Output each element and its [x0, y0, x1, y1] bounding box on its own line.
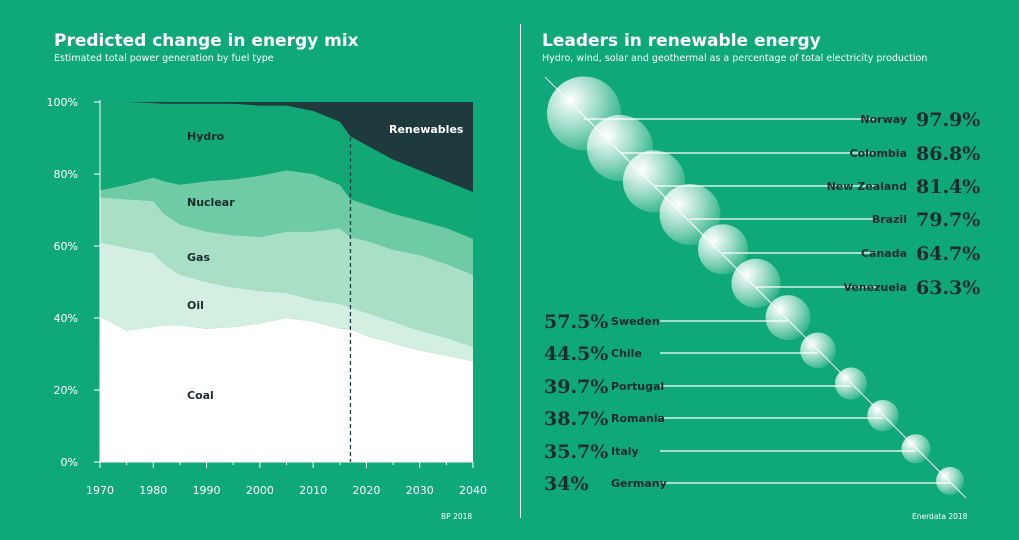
- country-label: Colombia: [850, 147, 908, 160]
- bubble-germany: [936, 466, 964, 495]
- x-tick-label: 1990: [193, 484, 221, 497]
- country-label: Italy: [611, 445, 639, 458]
- label-nuclear: Nuclear: [187, 196, 235, 209]
- renewables-leaders-source: Enerdata 2018: [912, 512, 968, 521]
- energy-mix-title: Predicted change in energy mix: [54, 31, 359, 51]
- bubble-chile: [800, 332, 836, 369]
- label-oil: Oil: [187, 299, 204, 312]
- energy-mix-source: BP 2018: [441, 512, 473, 521]
- y-tick-label: 40%: [54, 312, 78, 325]
- bubble-canada: [697, 224, 749, 275]
- bubble-portugal: [834, 367, 868, 400]
- value-label: 79.7%: [916, 209, 980, 231]
- country-label: Portugal: [611, 380, 664, 393]
- value-label: 39.7%: [544, 376, 608, 398]
- y-tick-label: 20%: [54, 384, 78, 397]
- y-tick-label: 0%: [61, 456, 78, 469]
- renewables-leaders-title: Leaders in renewable energy: [542, 31, 821, 51]
- value-label: 57.5%: [544, 311, 608, 333]
- country-label: Sweden: [611, 315, 660, 328]
- value-label: 44.5%: [544, 343, 608, 365]
- value-label: 63.3%: [916, 277, 980, 299]
- label-gas: Gas: [187, 251, 210, 264]
- area-oil: [100, 242, 473, 362]
- country-label: Canada: [861, 247, 907, 260]
- y-tick-label: 100%: [47, 96, 78, 109]
- label-coal: Coal: [187, 389, 214, 402]
- energy-mix-subtitle: Estimated total power generation by fuel…: [54, 53, 274, 64]
- area-coal: [100, 316, 473, 462]
- area-gas: [100, 197, 473, 347]
- x-tick-label: 2020: [352, 484, 380, 497]
- bubble-sweden: [765, 295, 811, 341]
- country-label: Romania: [611, 412, 665, 425]
- value-label: 64.7%: [916, 243, 980, 265]
- label-hydro: Hydro: [187, 130, 225, 143]
- area-hydro: [100, 102, 473, 239]
- x-tick-label: 1970: [86, 484, 114, 497]
- y-tick-label: 60%: [54, 240, 78, 253]
- x-tick-label: 2040: [459, 484, 487, 497]
- x-tick-label: 1980: [139, 484, 167, 497]
- bubble-romania: [867, 399, 899, 432]
- area-nuclear: [100, 170, 473, 275]
- country-label: New Zealand: [827, 180, 907, 193]
- value-label: 34%: [544, 473, 589, 495]
- value-label: 81.4%: [916, 176, 980, 198]
- bubble-italy: [901, 434, 931, 464]
- x-tick-label: 2030: [406, 484, 434, 497]
- value-label: 35.7%: [544, 441, 608, 463]
- x-tick-label: 2000: [246, 484, 274, 497]
- value-label: 38.7%: [544, 408, 608, 430]
- renewables-leaders-subtitle: Hydro, wind, solar and geothermal as a p…: [542, 53, 928, 64]
- panel-divider: [520, 24, 521, 518]
- country-label: Brazil: [872, 213, 907, 226]
- area-renewables: [100, 102, 473, 192]
- bubble-venezuela: [731, 258, 781, 308]
- bubble-brazil: [659, 183, 721, 245]
- label-renewables: Renewables: [389, 123, 464, 136]
- country-label: Germany: [611, 477, 667, 490]
- y-tick-label: 80%: [54, 168, 78, 181]
- value-label: 97.9%: [916, 109, 980, 131]
- value-label: 86.8%: [916, 143, 980, 165]
- country-label: Chile: [611, 347, 642, 360]
- x-tick-label: 2010: [299, 484, 327, 497]
- country-label: Norway: [860, 113, 907, 126]
- country-label: Venezuela: [843, 281, 907, 294]
